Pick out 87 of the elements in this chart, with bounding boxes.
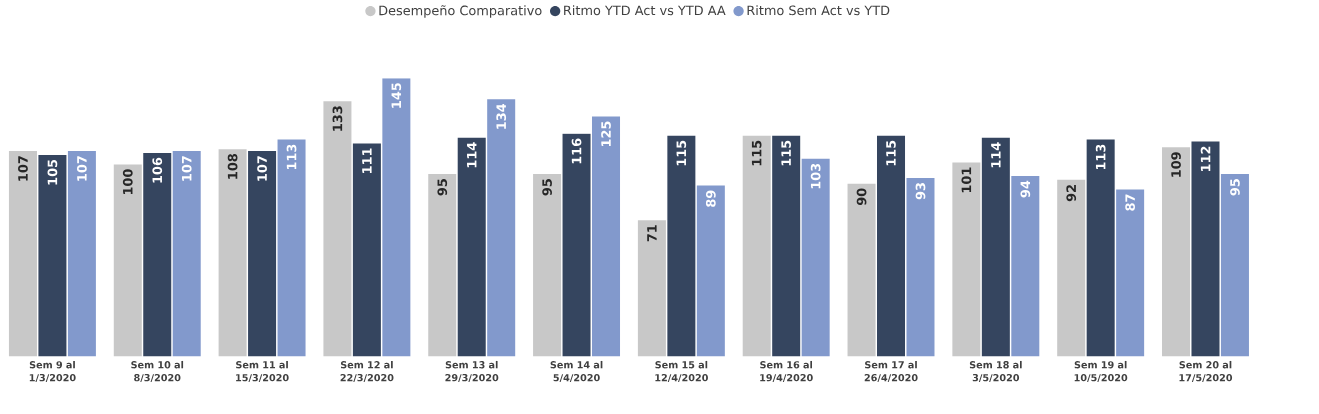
data-label: 115 [676, 140, 687, 166]
bar [1116, 189, 1145, 357]
bar [382, 77, 411, 357]
bar [218, 148, 247, 357]
x-tick-label: Sem 10 al 8/3/2020 [131, 360, 184, 382]
bar [742, 135, 771, 357]
bar [696, 185, 725, 357]
data-label: 71 [647, 224, 657, 242]
data-label: 93 [915, 182, 926, 200]
x-tick-label: Sem 16 al 19/4/2020 [760, 360, 813, 382]
bar [1086, 139, 1115, 357]
legend-label: Ritmo YTD Act vs YTD AA [564, 5, 726, 16]
data-label: 89 [705, 190, 716, 207]
bar [67, 150, 96, 357]
bar [487, 99, 516, 357]
data-label: 115 [751, 140, 762, 166]
bar [113, 164, 142, 357]
data-label: 87 [1125, 194, 1135, 211]
data-label: 133 [332, 106, 343, 131]
data-label: 114 [991, 142, 1001, 168]
data-label: 100 [122, 169, 133, 194]
bar [457, 137, 486, 357]
bar [562, 133, 591, 357]
bar [877, 135, 906, 357]
data-label: 90 [856, 188, 867, 205]
data-label: 108 [227, 153, 238, 179]
data-label: 92 [1066, 184, 1077, 202]
data-label: 107 [181, 156, 192, 181]
bar [1011, 175, 1040, 357]
data-label: 107 [257, 156, 267, 181]
x-tick-label: Sem 9 al 1/3/2020 [29, 360, 76, 382]
data-label: 113 [1095, 144, 1106, 169]
bar [1162, 147, 1191, 357]
bar [847, 183, 876, 357]
legend-label: Ritmo Sem Act vs YTD [747, 5, 890, 16]
bar [8, 150, 37, 357]
data-label: 111 [362, 148, 372, 173]
data-label: 113 [286, 144, 297, 169]
data-label: 134 [496, 103, 507, 129]
data-label: 95 [1230, 178, 1240, 196]
bar [248, 150, 277, 357]
x-tick-label: Sem 11 al 15/3/2020 [236, 360, 289, 382]
bar [1191, 141, 1220, 357]
bar [38, 154, 67, 357]
bar [323, 101, 352, 357]
bar [428, 173, 457, 357]
bar [637, 219, 666, 357]
data-label: 112 [1200, 146, 1211, 171]
bar [1220, 173, 1249, 357]
x-tick-label: Sem 19 al 10/5/2020 [1074, 360, 1128, 382]
data-label: 115 [886, 140, 896, 166]
data-label: 116 [571, 138, 582, 164]
bar [952, 162, 981, 357]
data-label: 125 [601, 121, 611, 146]
data-label: 103 [810, 163, 821, 189]
data-label: 115 [781, 140, 791, 166]
bar [592, 116, 621, 357]
data-label: 105 [47, 159, 58, 185]
x-tick-label: Sem 15 al 12/4/2020 [655, 360, 708, 382]
data-label: 114 [467, 142, 477, 168]
data-label: 101 [961, 167, 972, 192]
bar [352, 143, 381, 357]
data-label: 107 [77, 156, 87, 181]
data-label: 109 [1171, 152, 1181, 177]
x-tick-label: Sem 18 al 3/5/2020 [969, 360, 1022, 382]
data-label: 145 [391, 83, 402, 108]
x-tick-label: Sem 14 al 5/4/2020 [550, 360, 603, 382]
bar [172, 150, 201, 357]
x-tick-label: Sem 20 al 17/5/2020 [1179, 360, 1233, 382]
bar [277, 139, 306, 357]
bar [1057, 179, 1086, 357]
bar [667, 135, 696, 357]
bar [906, 177, 935, 357]
bar [801, 158, 830, 357]
data-label: 94 [1020, 180, 1031, 198]
bar [143, 152, 172, 357]
data-label: 107 [18, 156, 28, 181]
bar [533, 173, 562, 357]
data-label: 106 [152, 157, 163, 183]
bar [981, 137, 1010, 357]
x-tick-label: Sem 17 al 26/4/2020 [864, 360, 918, 382]
bar [772, 135, 801, 357]
x-tick-label: Sem 12 al 22/3/2020 [340, 360, 394, 382]
legend-label: Desempeño Comparativo [379, 4, 542, 18]
x-tick-label: Sem 13 al 29/3/2020 [445, 360, 499, 382]
data-label: 95 [542, 178, 552, 196]
data-label: 95 [437, 178, 448, 196]
